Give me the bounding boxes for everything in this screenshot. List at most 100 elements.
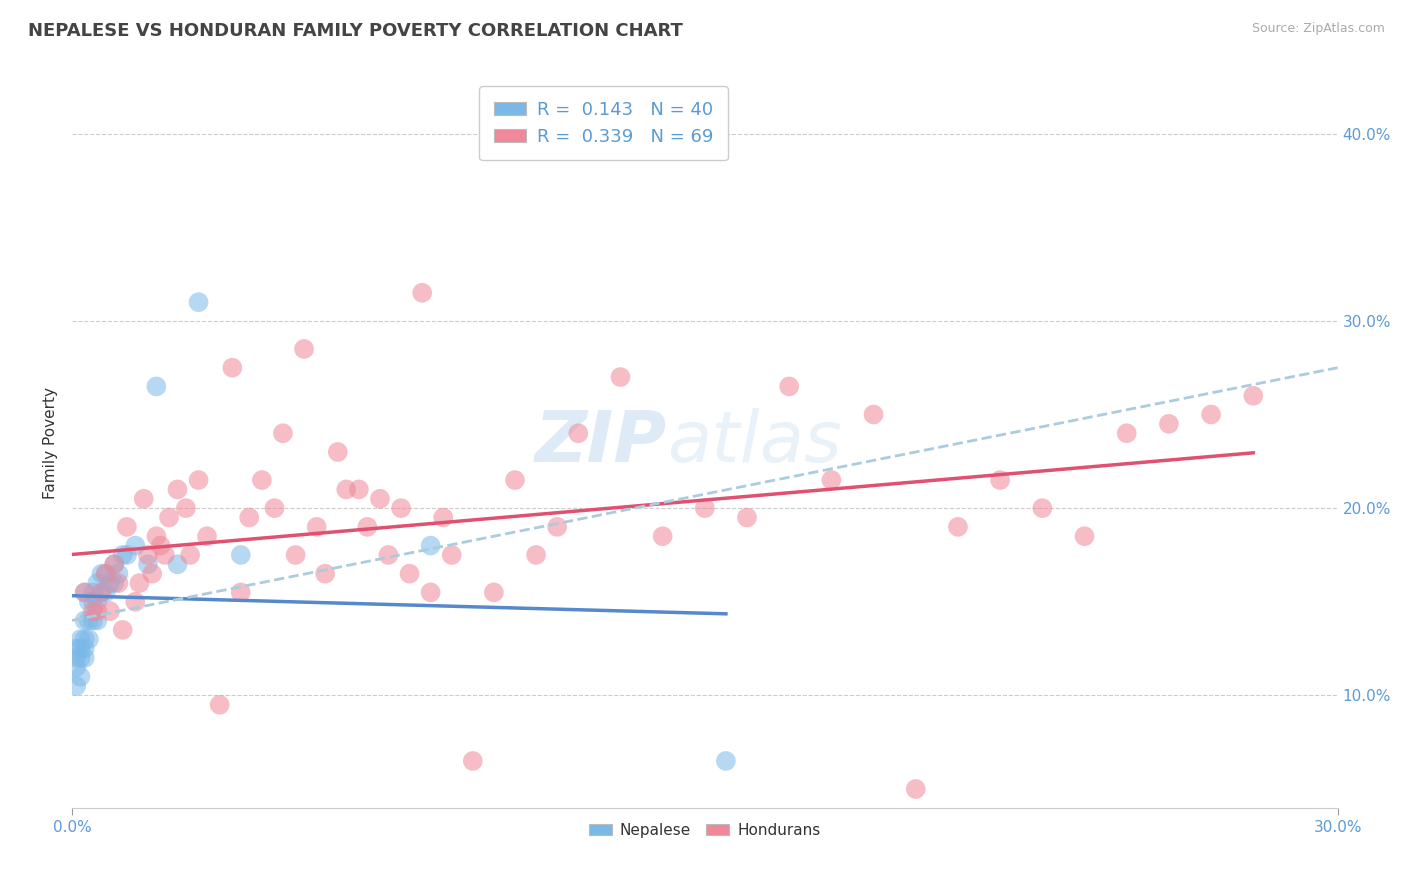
Point — [229, 548, 252, 562]
Point — [356, 520, 378, 534]
Point — [714, 754, 737, 768]
Point — [377, 548, 399, 562]
Point — [73, 585, 96, 599]
Point — [73, 614, 96, 628]
Point — [65, 651, 87, 665]
Point — [86, 604, 108, 618]
Text: NEPALESE VS HONDURAN FAMILY POVERTY CORRELATION CHART: NEPALESE VS HONDURAN FAMILY POVERTY CORR… — [28, 22, 683, 40]
Point — [432, 510, 454, 524]
Point — [128, 576, 150, 591]
Point — [103, 576, 125, 591]
Point — [179, 548, 201, 562]
Point — [111, 548, 134, 562]
Point — [98, 604, 121, 618]
Point — [90, 585, 112, 599]
Point — [187, 473, 209, 487]
Point — [221, 360, 243, 375]
Point — [77, 632, 100, 647]
Point — [174, 501, 197, 516]
Y-axis label: Family Poverty: Family Poverty — [44, 386, 58, 499]
Point — [153, 548, 176, 562]
Point — [107, 566, 129, 581]
Point — [524, 548, 547, 562]
Point — [145, 529, 167, 543]
Point — [103, 558, 125, 572]
Point — [73, 641, 96, 656]
Point — [77, 595, 100, 609]
Point — [820, 473, 842, 487]
Point — [82, 595, 104, 609]
Point — [314, 566, 336, 581]
Point — [149, 539, 172, 553]
Point — [229, 585, 252, 599]
Point — [292, 342, 315, 356]
Point — [86, 595, 108, 609]
Text: ZIP: ZIP — [534, 409, 666, 477]
Point — [90, 566, 112, 581]
Point — [250, 473, 273, 487]
Point — [389, 501, 412, 516]
Point — [65, 679, 87, 693]
Point — [145, 379, 167, 393]
Point — [166, 558, 188, 572]
Point — [107, 576, 129, 591]
Point — [238, 510, 260, 524]
Point — [141, 566, 163, 581]
Point — [651, 529, 673, 543]
Point — [94, 566, 117, 581]
Point — [862, 408, 884, 422]
Point — [98, 576, 121, 591]
Point — [482, 585, 505, 599]
Point — [115, 520, 138, 534]
Point — [503, 473, 526, 487]
Point — [69, 641, 91, 656]
Legend: Nepalese, Hondurans: Nepalese, Hondurans — [583, 817, 827, 844]
Point — [567, 426, 589, 441]
Point — [157, 510, 180, 524]
Text: atlas: atlas — [666, 409, 841, 477]
Point — [411, 285, 433, 300]
Point — [440, 548, 463, 562]
Point — [693, 501, 716, 516]
Point — [1073, 529, 1095, 543]
Point — [735, 510, 758, 524]
Point — [86, 614, 108, 628]
Point — [86, 576, 108, 591]
Point — [419, 585, 441, 599]
Point — [124, 595, 146, 609]
Point — [284, 548, 307, 562]
Point — [326, 445, 349, 459]
Point — [136, 548, 159, 562]
Point — [335, 483, 357, 497]
Point — [1115, 426, 1137, 441]
Point — [73, 651, 96, 665]
Point — [546, 520, 568, 534]
Point — [1241, 389, 1264, 403]
Point — [94, 585, 117, 599]
Point — [111, 623, 134, 637]
Point — [77, 614, 100, 628]
Point — [136, 558, 159, 572]
Point — [347, 483, 370, 497]
Point — [263, 501, 285, 516]
Point — [82, 614, 104, 628]
Point — [368, 491, 391, 506]
Text: Source: ZipAtlas.com: Source: ZipAtlas.com — [1251, 22, 1385, 36]
Point — [69, 651, 91, 665]
Point — [65, 660, 87, 674]
Point — [195, 529, 218, 543]
Point — [90, 585, 112, 599]
Point — [1157, 417, 1180, 431]
Point — [166, 483, 188, 497]
Point — [115, 548, 138, 562]
Point — [419, 539, 441, 553]
Point — [1031, 501, 1053, 516]
Point — [132, 491, 155, 506]
Point — [946, 520, 969, 534]
Point — [609, 370, 631, 384]
Point — [69, 670, 91, 684]
Point — [1199, 408, 1222, 422]
Point — [103, 558, 125, 572]
Point — [69, 632, 91, 647]
Point — [82, 585, 104, 599]
